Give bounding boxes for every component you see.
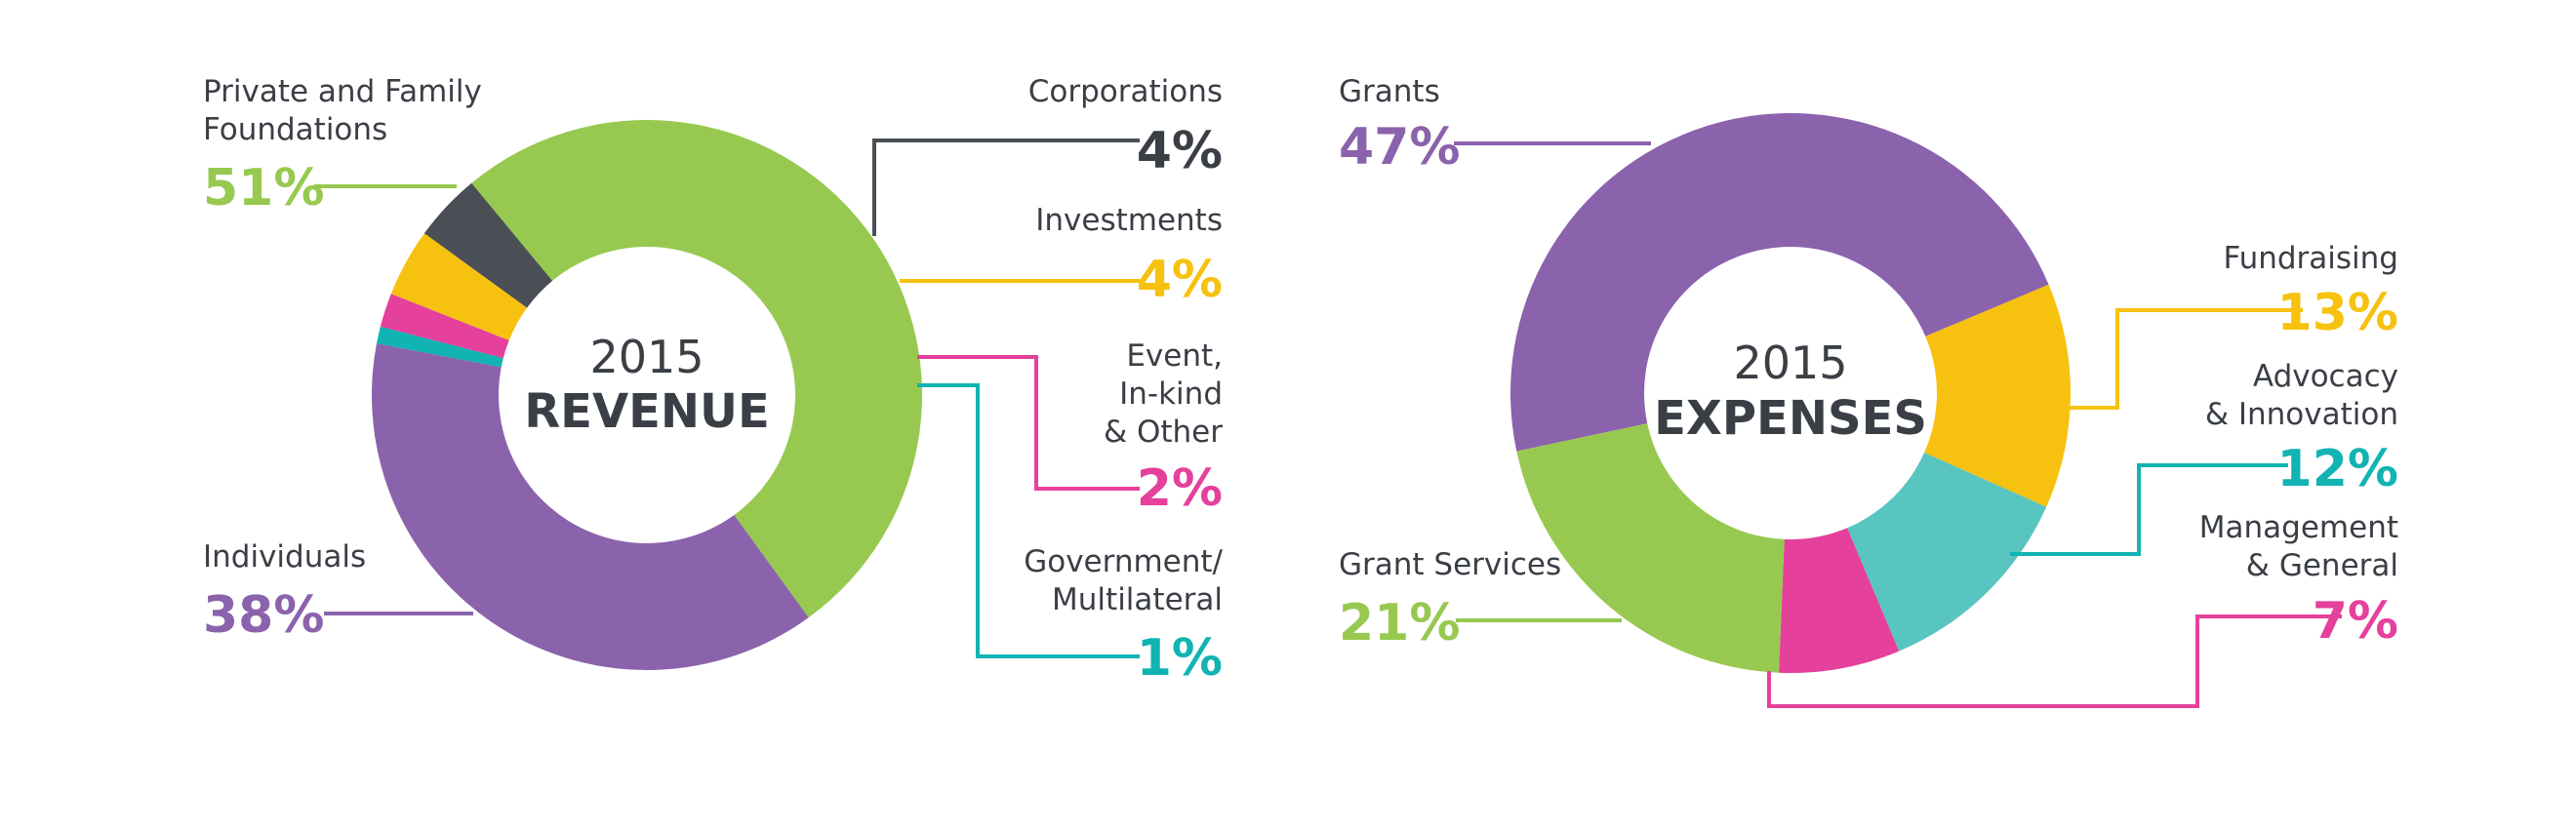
revenue-label-individuals: Individuals 38% xyxy=(203,539,473,645)
revenue-slices xyxy=(372,119,923,670)
corporations-leader-line xyxy=(872,139,1140,236)
individuals-label: Individuals xyxy=(203,539,366,574)
revenue-slice-corporations xyxy=(423,182,553,308)
revenue-chart: 2015 REVENUE Private and Family Foundati… xyxy=(203,74,1224,688)
government-leader-line xyxy=(917,383,1140,658)
expenses-label-advocacy: Advocacy & Innovation 12% xyxy=(2010,359,2398,556)
event-percent: 2% xyxy=(1137,459,1223,518)
investments-label: Investments xyxy=(1035,203,1223,238)
advocacy-label-line2: & Innovation xyxy=(2205,397,2398,432)
fundraising-label: Fundraising xyxy=(2223,241,2398,276)
fundraising-percent: 13% xyxy=(2277,284,2398,342)
advocacy-label-line1: Advocacy xyxy=(2253,359,2398,394)
management-percent: 7% xyxy=(2313,592,2398,651)
expenses-slice-management-general xyxy=(1778,528,1900,673)
fundraising-leader-line xyxy=(2065,308,2303,410)
grants-percent: 47% xyxy=(1339,118,1460,177)
foundations-percent: 51% xyxy=(203,159,324,218)
corporations-label: Corporations xyxy=(1028,74,1223,109)
expenses-slice-advocacy-innovation xyxy=(1847,453,2047,652)
expenses-label-grants: Grants 47% xyxy=(1339,74,1651,177)
event-label-line2: In-kind xyxy=(1119,376,1223,412)
grant-services-label: Grant Services xyxy=(1339,547,1561,582)
event-label-line3: & Other xyxy=(1104,415,1223,450)
individuals-percent: 38% xyxy=(203,586,324,645)
expenses-year: 2015 xyxy=(1733,337,1847,389)
expenses-title: EXPENSES xyxy=(1654,391,1927,446)
revenue-label-corporations: Corporations 4% xyxy=(872,74,1223,236)
investments-percent: 4% xyxy=(1137,251,1223,309)
revenue-year: 2015 xyxy=(589,331,704,383)
advocacy-percent: 12% xyxy=(2277,440,2398,498)
event-label-line1: Event, xyxy=(1126,338,1223,374)
revenue-label-investments: Investments 4% xyxy=(900,203,1223,309)
corporations-percent: 4% xyxy=(1137,122,1223,180)
management-label-line1: Management xyxy=(2199,510,2398,545)
foundations-label-line2: Foundations xyxy=(203,112,387,147)
expenses-slice-grant-services xyxy=(1516,423,1785,673)
expenses-chart: 2015 EXPENSES Grants 47% Grant Services … xyxy=(1339,74,2398,708)
grant-services-percent: 21% xyxy=(1339,594,1460,653)
revenue-slice-event-in-kind-other xyxy=(380,294,509,359)
expenses-slice-grants xyxy=(1510,113,2049,452)
expenses-label-fundraising: Fundraising 13% xyxy=(2065,241,2398,410)
management-label-line2: & General xyxy=(2246,548,2398,583)
expenses-slice-fundraising xyxy=(1924,284,2071,507)
government-label-line1: Government/ xyxy=(1024,544,1223,579)
government-percent: 1% xyxy=(1137,629,1223,688)
revenue-label-event: Event, In-kind & Other 2% xyxy=(917,338,1223,518)
revenue-slice-private-and-family-foundations xyxy=(471,119,923,618)
advocacy-leader-line xyxy=(2010,463,2288,556)
revenue-slice-investments xyxy=(390,233,528,341)
expenses-label-management: Management & General 7% xyxy=(1767,510,2398,708)
revenue-title: REVENUE xyxy=(524,384,770,439)
revenue-label-government: Government/ Multilateral 1% xyxy=(917,383,1224,688)
grants-label: Grants xyxy=(1339,74,1440,109)
revenue-label-foundations: Private and Family Foundations 51% xyxy=(203,74,482,218)
revenue-slice-individuals xyxy=(372,343,809,670)
management-leader-line xyxy=(1767,614,2342,708)
event-leader-line xyxy=(917,355,1140,491)
government-label-line2: Multilateral xyxy=(1052,582,1223,617)
foundations-label-line1: Private and Family xyxy=(203,74,482,109)
expenses-slices xyxy=(1510,113,2071,673)
revenue-slice-government-multilateral xyxy=(376,326,503,368)
expenses-label-grant-services: Grant Services 21% xyxy=(1339,547,1622,653)
